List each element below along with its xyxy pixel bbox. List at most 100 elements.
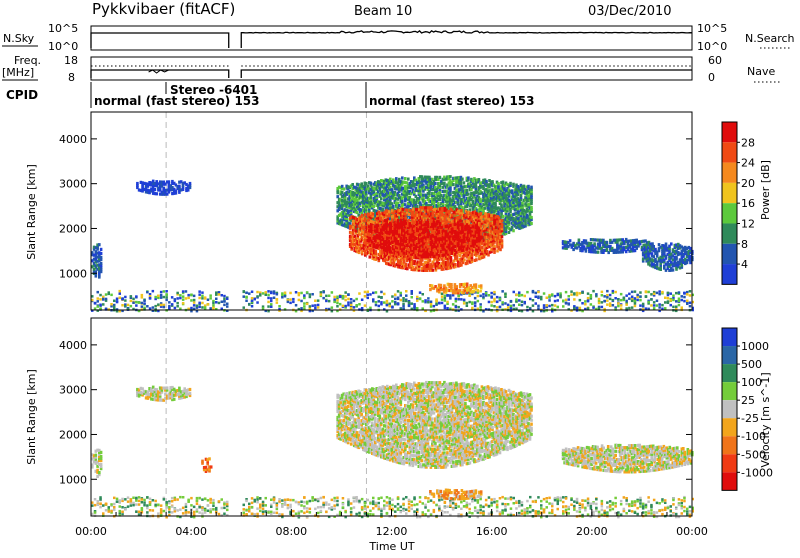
ground-scatter-cell xyxy=(686,300,689,303)
ground-scatter-cell xyxy=(358,292,361,295)
nsky-trace xyxy=(91,31,692,48)
ground-scatter-cell xyxy=(127,304,130,307)
ground-scatter-cell xyxy=(198,306,201,309)
ground-scatter-cell xyxy=(664,301,667,304)
ground-scatter-cell xyxy=(375,301,378,304)
ground-scatter-cell xyxy=(546,304,549,307)
ground-scatter-cell xyxy=(490,296,493,299)
ground-scatter-cell xyxy=(331,291,334,294)
ground-scatter-cell xyxy=(262,307,265,310)
nsky-tick-bottom: 10^0 xyxy=(48,40,78,53)
ground-scatter-cell xyxy=(314,300,317,303)
ground-scatter-cell xyxy=(322,291,325,294)
ground-scatter-cell xyxy=(187,294,190,297)
ground-scatter-cell xyxy=(529,298,532,301)
ground-scatter-cell xyxy=(678,298,681,301)
ground-scatter-cell xyxy=(251,305,254,308)
ground-scatter-cell xyxy=(603,295,606,298)
ground-scatter-cell xyxy=(639,299,642,302)
ground-scatter-cell xyxy=(364,304,367,307)
ground-scatter-cell xyxy=(507,304,510,307)
ground-scatter-cell xyxy=(350,301,353,304)
ground-scatter-cell xyxy=(281,296,284,299)
ground-scatter-cell xyxy=(474,297,477,300)
ground-scatter-cell xyxy=(479,303,482,306)
ground-scatter-cell xyxy=(397,290,400,293)
ground-scatter-cell xyxy=(581,302,584,305)
ground-scatter-cell xyxy=(212,302,215,305)
nave-tick-bottom: 0 xyxy=(708,71,715,84)
ground-scatter-cell xyxy=(672,306,675,309)
ground-scatter-cell xyxy=(455,300,458,303)
ground-scatter-cell xyxy=(317,306,320,309)
ground-scatter-cell xyxy=(568,298,571,301)
ground-scatter-cell xyxy=(656,300,659,303)
ground-scatter-cell xyxy=(667,292,670,295)
ground-scatter-cell xyxy=(427,297,430,300)
ground-scatter-cell xyxy=(634,290,637,293)
ground-scatter-cell xyxy=(256,295,259,298)
ground-scatter-cell xyxy=(380,301,383,304)
ground-scatter-cell xyxy=(656,304,659,307)
ground-scatter-cell xyxy=(119,292,122,295)
ground-scatter-cell xyxy=(479,306,482,309)
freq-frame xyxy=(91,57,692,80)
ground-scatter-cell xyxy=(364,291,367,294)
ground-scatter-cell xyxy=(598,298,601,301)
ground-scatter-cell xyxy=(518,291,521,294)
ground-scatter-cell xyxy=(367,291,370,294)
ground-scatter-cell xyxy=(270,292,273,295)
ground-scatter-cell xyxy=(524,295,527,298)
ground-scatter-cell xyxy=(378,300,381,303)
ground-scatter-cell xyxy=(336,305,339,308)
ground-scatter-cell xyxy=(639,295,642,298)
ground-scatter-cell xyxy=(645,290,648,293)
ground-scatter-cell xyxy=(400,299,403,302)
ground-scatter-cell xyxy=(592,306,595,309)
ground-scatter-cell xyxy=(165,299,168,302)
ground-scatter-cell xyxy=(636,294,639,297)
ground-scatter-cell xyxy=(372,292,375,295)
ground-scatter-cell xyxy=(276,298,279,301)
ground-scatter-cell xyxy=(562,305,565,308)
ground-scatter-cell xyxy=(320,291,323,294)
ground-scatter-cell xyxy=(438,302,441,305)
ground-scatter-cell xyxy=(110,294,113,297)
ground-scatter-cell xyxy=(518,299,521,302)
ground-scatter-cell xyxy=(579,292,582,295)
echo-cell xyxy=(491,180,494,183)
ground-scatter-cell xyxy=(466,305,469,308)
ground-scatter-cell xyxy=(449,297,452,300)
ground-scatter-cell xyxy=(546,297,549,300)
echo-cell xyxy=(460,209,463,212)
echo-cell xyxy=(512,229,515,232)
ground-scatter-cell xyxy=(653,304,656,307)
ground-scatter-cell xyxy=(609,298,612,301)
ground-scatter-cell xyxy=(658,306,661,309)
ground-scatter-cell xyxy=(488,294,491,297)
ground-scatter-cell xyxy=(394,298,397,301)
ground-scatter-cell xyxy=(143,300,146,303)
ground-scatter-cell xyxy=(212,306,215,309)
ground-scatter-cell xyxy=(108,293,111,296)
echo-cell xyxy=(432,269,435,272)
ground-scatter-cell xyxy=(573,292,576,295)
ground-scatter-cell xyxy=(430,303,433,306)
ground-scatter-cell xyxy=(468,295,471,298)
ground-scatter-cell xyxy=(248,303,251,306)
ground-scatter-cell xyxy=(449,294,452,297)
ground-scatter-cell xyxy=(99,307,102,310)
ground-scatter-cell xyxy=(579,307,582,310)
cpid-label: CPID xyxy=(6,88,38,102)
ground-scatter-cell xyxy=(367,297,370,300)
ground-scatter-cell xyxy=(138,301,141,304)
ground-scatter-cell xyxy=(149,297,152,300)
ground-scatter-cell xyxy=(339,303,342,306)
ground-scatter-cell xyxy=(397,303,400,306)
ground-scatter-cell xyxy=(639,291,642,294)
ground-scatter-cell xyxy=(595,293,598,296)
ground-scatter-cell xyxy=(378,296,381,299)
ground-scatter-cell xyxy=(185,290,188,293)
ground-scatter-cell xyxy=(182,295,185,298)
